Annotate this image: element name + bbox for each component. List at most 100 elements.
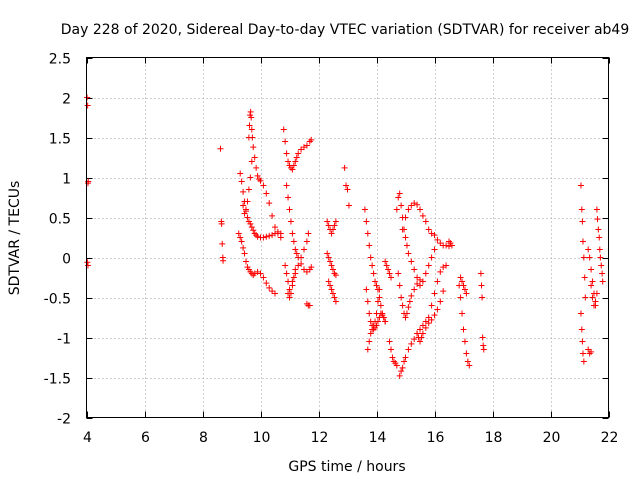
data-point [325, 278, 332, 285]
series-arc-09a [235, 230, 278, 297]
data-point [327, 258, 334, 265]
data-point [411, 266, 418, 273]
data-point [403, 310, 410, 317]
data-point [578, 206, 585, 213]
data-point [241, 250, 248, 257]
data-point [341, 164, 348, 171]
data-point [254, 172, 261, 179]
data-point [593, 206, 600, 213]
data-point [411, 286, 418, 293]
data-point [263, 190, 270, 197]
data-point [328, 262, 335, 269]
data-point [396, 372, 403, 379]
data-point [414, 280, 421, 287]
data-point [405, 346, 412, 353]
data-point [240, 202, 247, 209]
data-point [250, 227, 257, 234]
data-point [408, 340, 415, 347]
y-tick-label: 0.5 [49, 212, 71, 228]
data-point [286, 286, 293, 293]
data-point [376, 286, 383, 293]
data-point [443, 262, 450, 269]
data-point [395, 194, 402, 201]
data-point [414, 201, 421, 208]
data-point [370, 322, 377, 329]
data-point [422, 218, 429, 225]
data-point [287, 290, 294, 297]
data-point [292, 158, 299, 165]
data-point [479, 294, 486, 301]
data-point [382, 318, 389, 325]
data-point [301, 246, 307, 253]
data-point [285, 194, 292, 201]
data-point [388, 346, 394, 353]
data-point [402, 234, 409, 241]
data-point [434, 306, 441, 313]
data-point [386, 338, 393, 345]
data-point [405, 250, 412, 257]
data-point [396, 282, 403, 289]
data-point [388, 274, 394, 281]
data-point [594, 216, 601, 223]
series-arc-12b [324, 250, 339, 279]
series-arc-09d [240, 158, 255, 217]
data-point [399, 302, 406, 309]
x-tick-label: 6 [141, 430, 150, 446]
data-point [325, 222, 332, 229]
data-point [417, 326, 423, 333]
data-point [84, 102, 91, 109]
data-point [395, 270, 402, 277]
data-point [374, 298, 381, 305]
data-point [370, 270, 377, 277]
y-tick-label: 2 [62, 92, 71, 108]
data-point [582, 294, 589, 301]
x-tick-label: 22 [601, 430, 619, 446]
data-point [398, 294, 405, 301]
data-point [369, 326, 376, 333]
data-point [280, 126, 287, 133]
data-point [382, 258, 389, 265]
data-point [579, 218, 586, 225]
data-point [405, 206, 412, 213]
data-point [330, 290, 336, 297]
data-point [417, 338, 423, 345]
data-point [431, 246, 438, 253]
series-arc-21a [577, 182, 589, 301]
data-point [385, 266, 392, 273]
data-point [245, 186, 252, 193]
data-point [290, 238, 297, 245]
data-point [285, 158, 292, 165]
data-point [260, 274, 267, 281]
data-point [579, 238, 586, 245]
data-point [287, 218, 294, 225]
data-point [586, 254, 593, 261]
series-arc-04h-b [84, 259, 91, 269]
data-point [266, 200, 273, 207]
data-point [596, 234, 603, 241]
data-point [428, 254, 435, 261]
data-point [599, 278, 606, 285]
data-point [434, 236, 441, 243]
data-point [577, 310, 584, 317]
series-arc-17b [457, 274, 470, 297]
data-point [332, 272, 339, 279]
data-point [589, 294, 596, 301]
data-point [396, 190, 403, 197]
x-tick-label: 10 [253, 430, 271, 446]
data-point [344, 186, 351, 193]
series-arc-15c [395, 270, 423, 321]
y-tick-label: 2.5 [49, 52, 71, 68]
series-arc-13d [364, 286, 383, 353]
y-tick-label: 1 [62, 172, 71, 188]
data-point [425, 226, 432, 233]
data-point [597, 254, 604, 261]
data-point [274, 230, 281, 237]
series-arc-16a [446, 238, 455, 249]
data-point [220, 257, 227, 264]
data-point [290, 274, 297, 281]
data-point [598, 262, 605, 269]
data-point [464, 358, 471, 365]
chart-title: Day 228 of 2020, Sidereal Day-to-day VTE… [61, 22, 630, 38]
series-arc-14a [382, 258, 394, 281]
